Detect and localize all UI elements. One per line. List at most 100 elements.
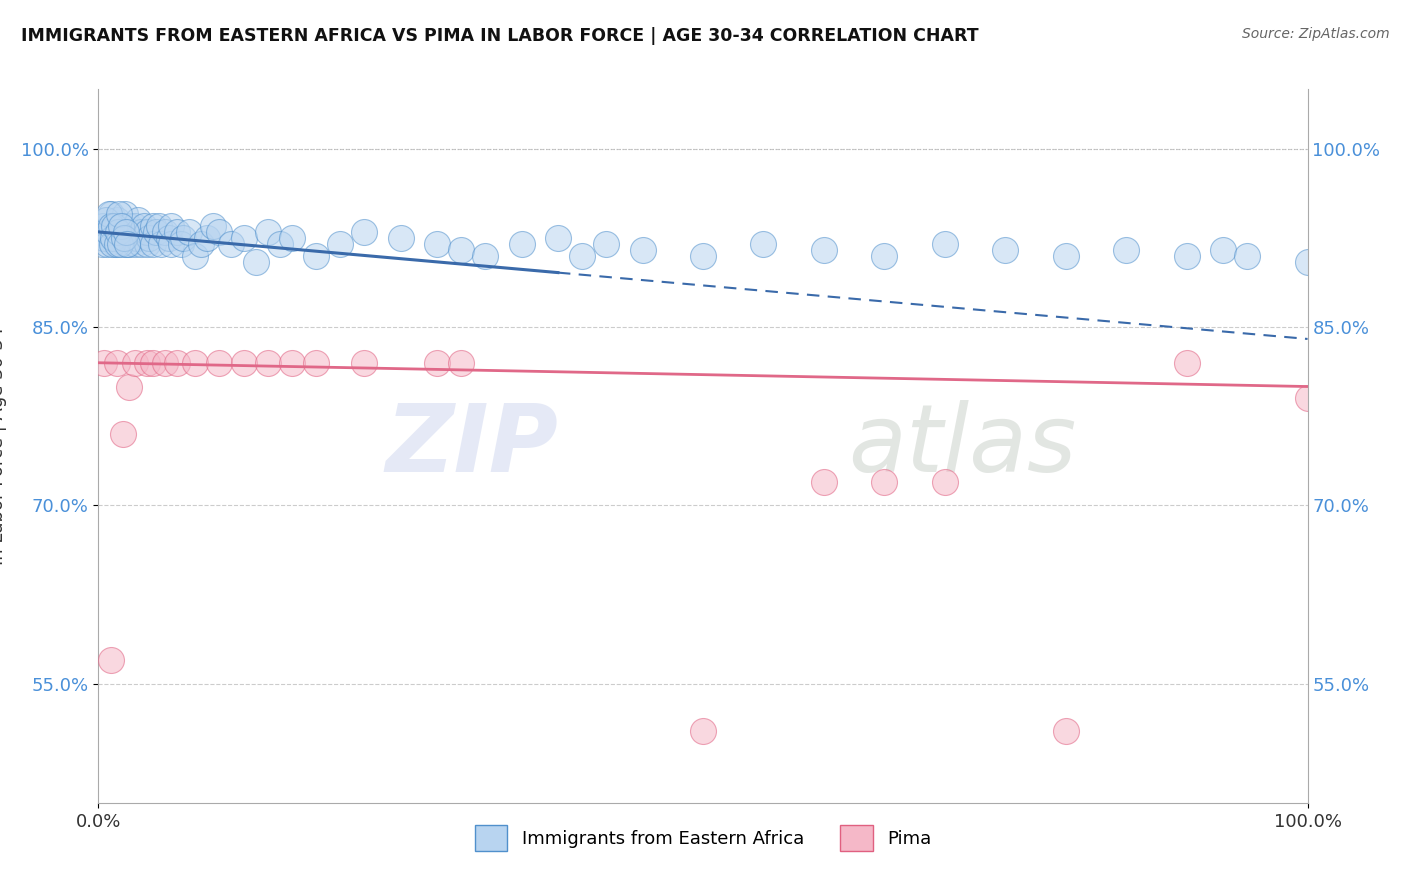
Point (103, 219, 125, 233)
Point (97, 225, 120, 239)
Point (1236, 249, 1258, 263)
Point (245, 254, 267, 268)
Y-axis label: In Labor Force | Age 30-34: In Labor Force | Age 30-34 (0, 326, 7, 566)
Point (169, 236, 191, 251)
Point (93, 225, 115, 239)
Point (426, 356, 449, 370)
Point (692, 249, 714, 263)
Point (127, 231, 149, 245)
Point (190, 236, 212, 251)
Point (129, 236, 152, 251)
Point (426, 236, 449, 251)
Point (124, 219, 146, 233)
Point (813, 243, 835, 257)
Point (148, 219, 170, 233)
Point (118, 219, 141, 233)
Point (115, 225, 138, 239)
Point (547, 231, 569, 245)
Point (994, 243, 1017, 257)
Point (138, 231, 160, 245)
Point (124, 236, 146, 251)
Point (329, 236, 352, 251)
Point (269, 236, 291, 251)
Point (256, 225, 278, 239)
Point (184, 249, 207, 263)
Point (108, 231, 131, 245)
Point (752, 236, 775, 251)
Point (281, 231, 304, 245)
Point (91, 219, 114, 233)
Point (160, 219, 183, 233)
Legend: Immigrants from Eastern Africa, Pima: Immigrants from Eastern Africa, Pima (460, 811, 946, 865)
Point (129, 225, 152, 239)
Point (389, 231, 412, 245)
Point (100, 236, 122, 251)
Point (117, 236, 139, 251)
Point (232, 356, 254, 370)
Point (111, 225, 134, 239)
Point (135, 356, 157, 370)
Point (195, 231, 218, 245)
Point (281, 356, 304, 370)
Text: ZIP: ZIP (385, 400, 558, 492)
Point (100, 225, 122, 239)
Point (150, 236, 173, 251)
Point (256, 356, 278, 370)
Point (118, 225, 141, 239)
Point (450, 243, 472, 257)
Point (121, 231, 143, 245)
Point (124, 356, 146, 370)
Point (474, 249, 496, 263)
Point (1296, 392, 1319, 406)
Point (510, 236, 533, 251)
Point (90, 225, 112, 239)
Point (353, 356, 375, 370)
Point (134, 219, 156, 233)
Point (142, 356, 165, 370)
Point (114, 207, 136, 221)
Point (105, 213, 128, 227)
Point (100, 207, 122, 221)
Point (135, 236, 157, 251)
Point (153, 356, 176, 370)
Point (208, 225, 231, 239)
Point (101, 231, 124, 245)
Point (813, 475, 835, 489)
Point (208, 356, 231, 370)
Point (1115, 243, 1137, 257)
Point (1054, 724, 1077, 739)
Point (101, 219, 124, 233)
Text: atlas: atlas (848, 401, 1077, 491)
Text: IMMIGRANTS FROM EASTERN AFRICA VS PIMA IN LABOR FORCE | AGE 30-34 CORRELATION CH: IMMIGRANTS FROM EASTERN AFRICA VS PIMA I… (21, 27, 979, 45)
Point (111, 427, 134, 442)
Point (202, 219, 225, 233)
Point (179, 225, 201, 239)
Point (305, 356, 328, 370)
Point (118, 236, 141, 251)
Point (232, 231, 254, 245)
Point (118, 379, 141, 393)
Point (124, 225, 146, 239)
Point (631, 243, 654, 257)
Point (1212, 243, 1234, 257)
Point (98, 207, 121, 221)
Point (160, 236, 183, 251)
Point (94, 213, 117, 227)
Point (157, 231, 180, 245)
Point (93, 231, 115, 245)
Point (1175, 249, 1198, 263)
Point (184, 356, 207, 370)
Point (142, 219, 165, 233)
Point (142, 236, 165, 251)
Point (104, 236, 127, 251)
Point (450, 356, 472, 370)
Point (110, 219, 132, 233)
Point (221, 236, 243, 251)
Point (873, 249, 896, 263)
Point (96, 236, 118, 251)
Point (934, 475, 956, 489)
Point (166, 225, 188, 239)
Point (1296, 254, 1319, 268)
Point (105, 356, 128, 370)
Point (105, 236, 128, 251)
